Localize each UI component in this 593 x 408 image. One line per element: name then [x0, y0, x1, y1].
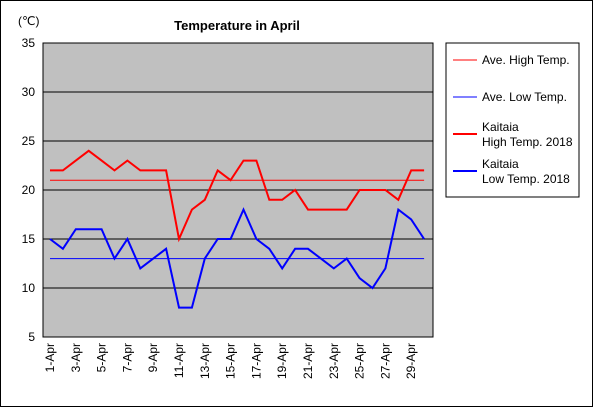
- chart-title: Temperature in April: [174, 18, 300, 33]
- unit-label: (℃): [18, 14, 39, 28]
- x-tick-label: 29-Apr: [404, 343, 418, 379]
- legend-label: Ave. Low Temp.: [482, 90, 567, 104]
- x-tick-label: 19-Apr: [275, 343, 289, 379]
- x-tick-label: 7-Apr: [120, 343, 134, 372]
- legend-label: Ave. High Temp.: [482, 53, 570, 67]
- x-axis-ticks: 1-Apr 3-Apr 5-Apr 7-Apr 9-Apr 11-Apr 13-Apr 15-…: [43, 343, 418, 379]
- legend-label: High Temp. 2018: [482, 135, 573, 149]
- y-tick-label: 35: [22, 36, 36, 50]
- series-line-2: [50, 149, 425, 243]
- grid-lines: [43, 91, 433, 289]
- x-tick-label: 13-Apr: [198, 343, 212, 379]
- legend-entries: Ave. High Temp.Ave. Low Temp.KaitaiaHigh…: [453, 53, 573, 186]
- x-tick-label: 1-Apr: [43, 343, 57, 372]
- y-tick-label: 30: [22, 85, 36, 99]
- legend-label: Kaitaia: [482, 120, 519, 134]
- y-tick-label: 15: [22, 232, 36, 246]
- y-tick-label: 25: [22, 134, 36, 148]
- x-tick-label: 15-Apr: [224, 343, 238, 379]
- x-tick-label: 11-Apr: [172, 343, 186, 378]
- x-tick-label: 21-Apr: [301, 343, 315, 379]
- x-tick-label: 25-Apr: [353, 343, 367, 379]
- legend-label: Low Temp. 2018: [482, 172, 570, 186]
- y-tick-label: 20: [22, 183, 36, 197]
- y-tick-label: 10: [22, 281, 36, 295]
- x-tick-label: 5-Apr: [95, 343, 109, 372]
- y-axis-ticks: 5 10 15 20 25 30 35: [22, 36, 36, 344]
- legend-label: Kaitaia: [482, 157, 519, 171]
- y-tick-label: 5: [28, 330, 35, 344]
- x-tick-label: 9-Apr: [146, 343, 160, 372]
- series-line-3: [49, 207, 425, 309]
- x-tick-label: 3-Apr: [69, 343, 83, 372]
- x-tick-label: 27-Apr: [378, 343, 392, 379]
- x-tick-label: 17-Apr: [249, 343, 263, 379]
- series-lines: [49, 149, 425, 309]
- x-tick-label: 23-Apr: [327, 343, 341, 379]
- legend: [445, 42, 580, 198]
